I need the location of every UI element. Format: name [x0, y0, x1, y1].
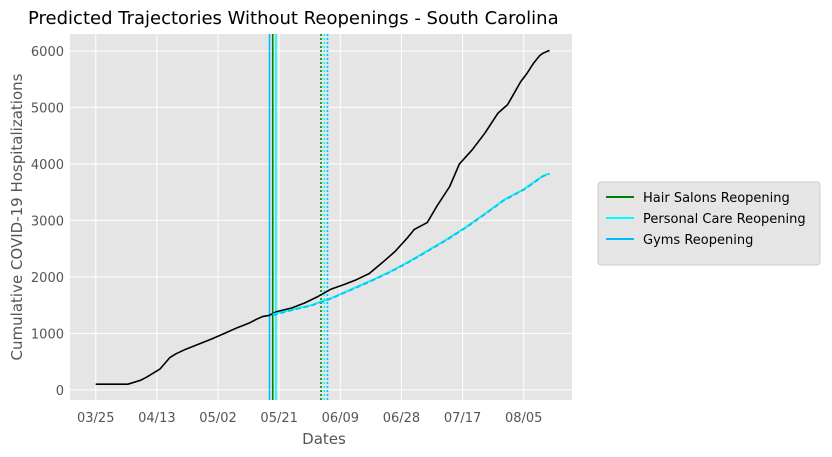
x-tick-label: 04/13 — [138, 411, 175, 426]
y-tick-label: 2000 — [31, 271, 64, 286]
y-tick-label: 3000 — [31, 214, 64, 229]
x-tick-label: 05/02 — [199, 411, 236, 426]
x-tick-label: 03/25 — [77, 411, 114, 426]
x-tick-label: 05/21 — [260, 411, 297, 426]
series-line — [272, 173, 550, 317]
legend: Hair Salons Reopening Personal Care Reope… — [597, 181, 821, 266]
legend-entries: Hair Salons Reopening Personal Care Reope… — [606, 191, 806, 248]
legend-label: Hair Salons Reopening — [643, 191, 790, 206]
chart-title: Predicted Trajectories Without Reopening… — [28, 8, 559, 29]
x-tick-label: 07/17 — [444, 411, 481, 426]
series-line — [95, 49, 550, 386]
x-tick-label: 06/28 — [383, 411, 420, 426]
y-tick-labels: 0 1000 2000 3000 4000 5000 6000 — [31, 45, 64, 399]
x-axis-label: Dates — [302, 430, 346, 448]
legend-label: Gyms Reopening — [643, 233, 753, 248]
y-tick-label: 5000 — [31, 101, 64, 116]
legend-label: Personal Care Reopening — [643, 212, 806, 227]
y-tick-label: 1000 — [31, 327, 64, 342]
x-tick-labels: 03/25 04/13 05/02 05/21 06/09 06/28 07/17 08/05 — [77, 411, 542, 426]
plot-background — [70, 34, 572, 400]
legend-box — [597, 181, 821, 266]
y-tick-label: 0 — [56, 384, 64, 399]
x-tick-label: 08/05 — [505, 411, 542, 426]
reference-lines — [268, 34, 329, 400]
series-layer — [95, 49, 550, 386]
y-axis-label: Cumulative COVID-19 Hospitalizations — [8, 73, 26, 360]
y-tick-label: 4000 — [31, 158, 64, 173]
y-tick-label: 6000 — [31, 45, 64, 60]
x-tick-label: 06/09 — [322, 411, 359, 426]
